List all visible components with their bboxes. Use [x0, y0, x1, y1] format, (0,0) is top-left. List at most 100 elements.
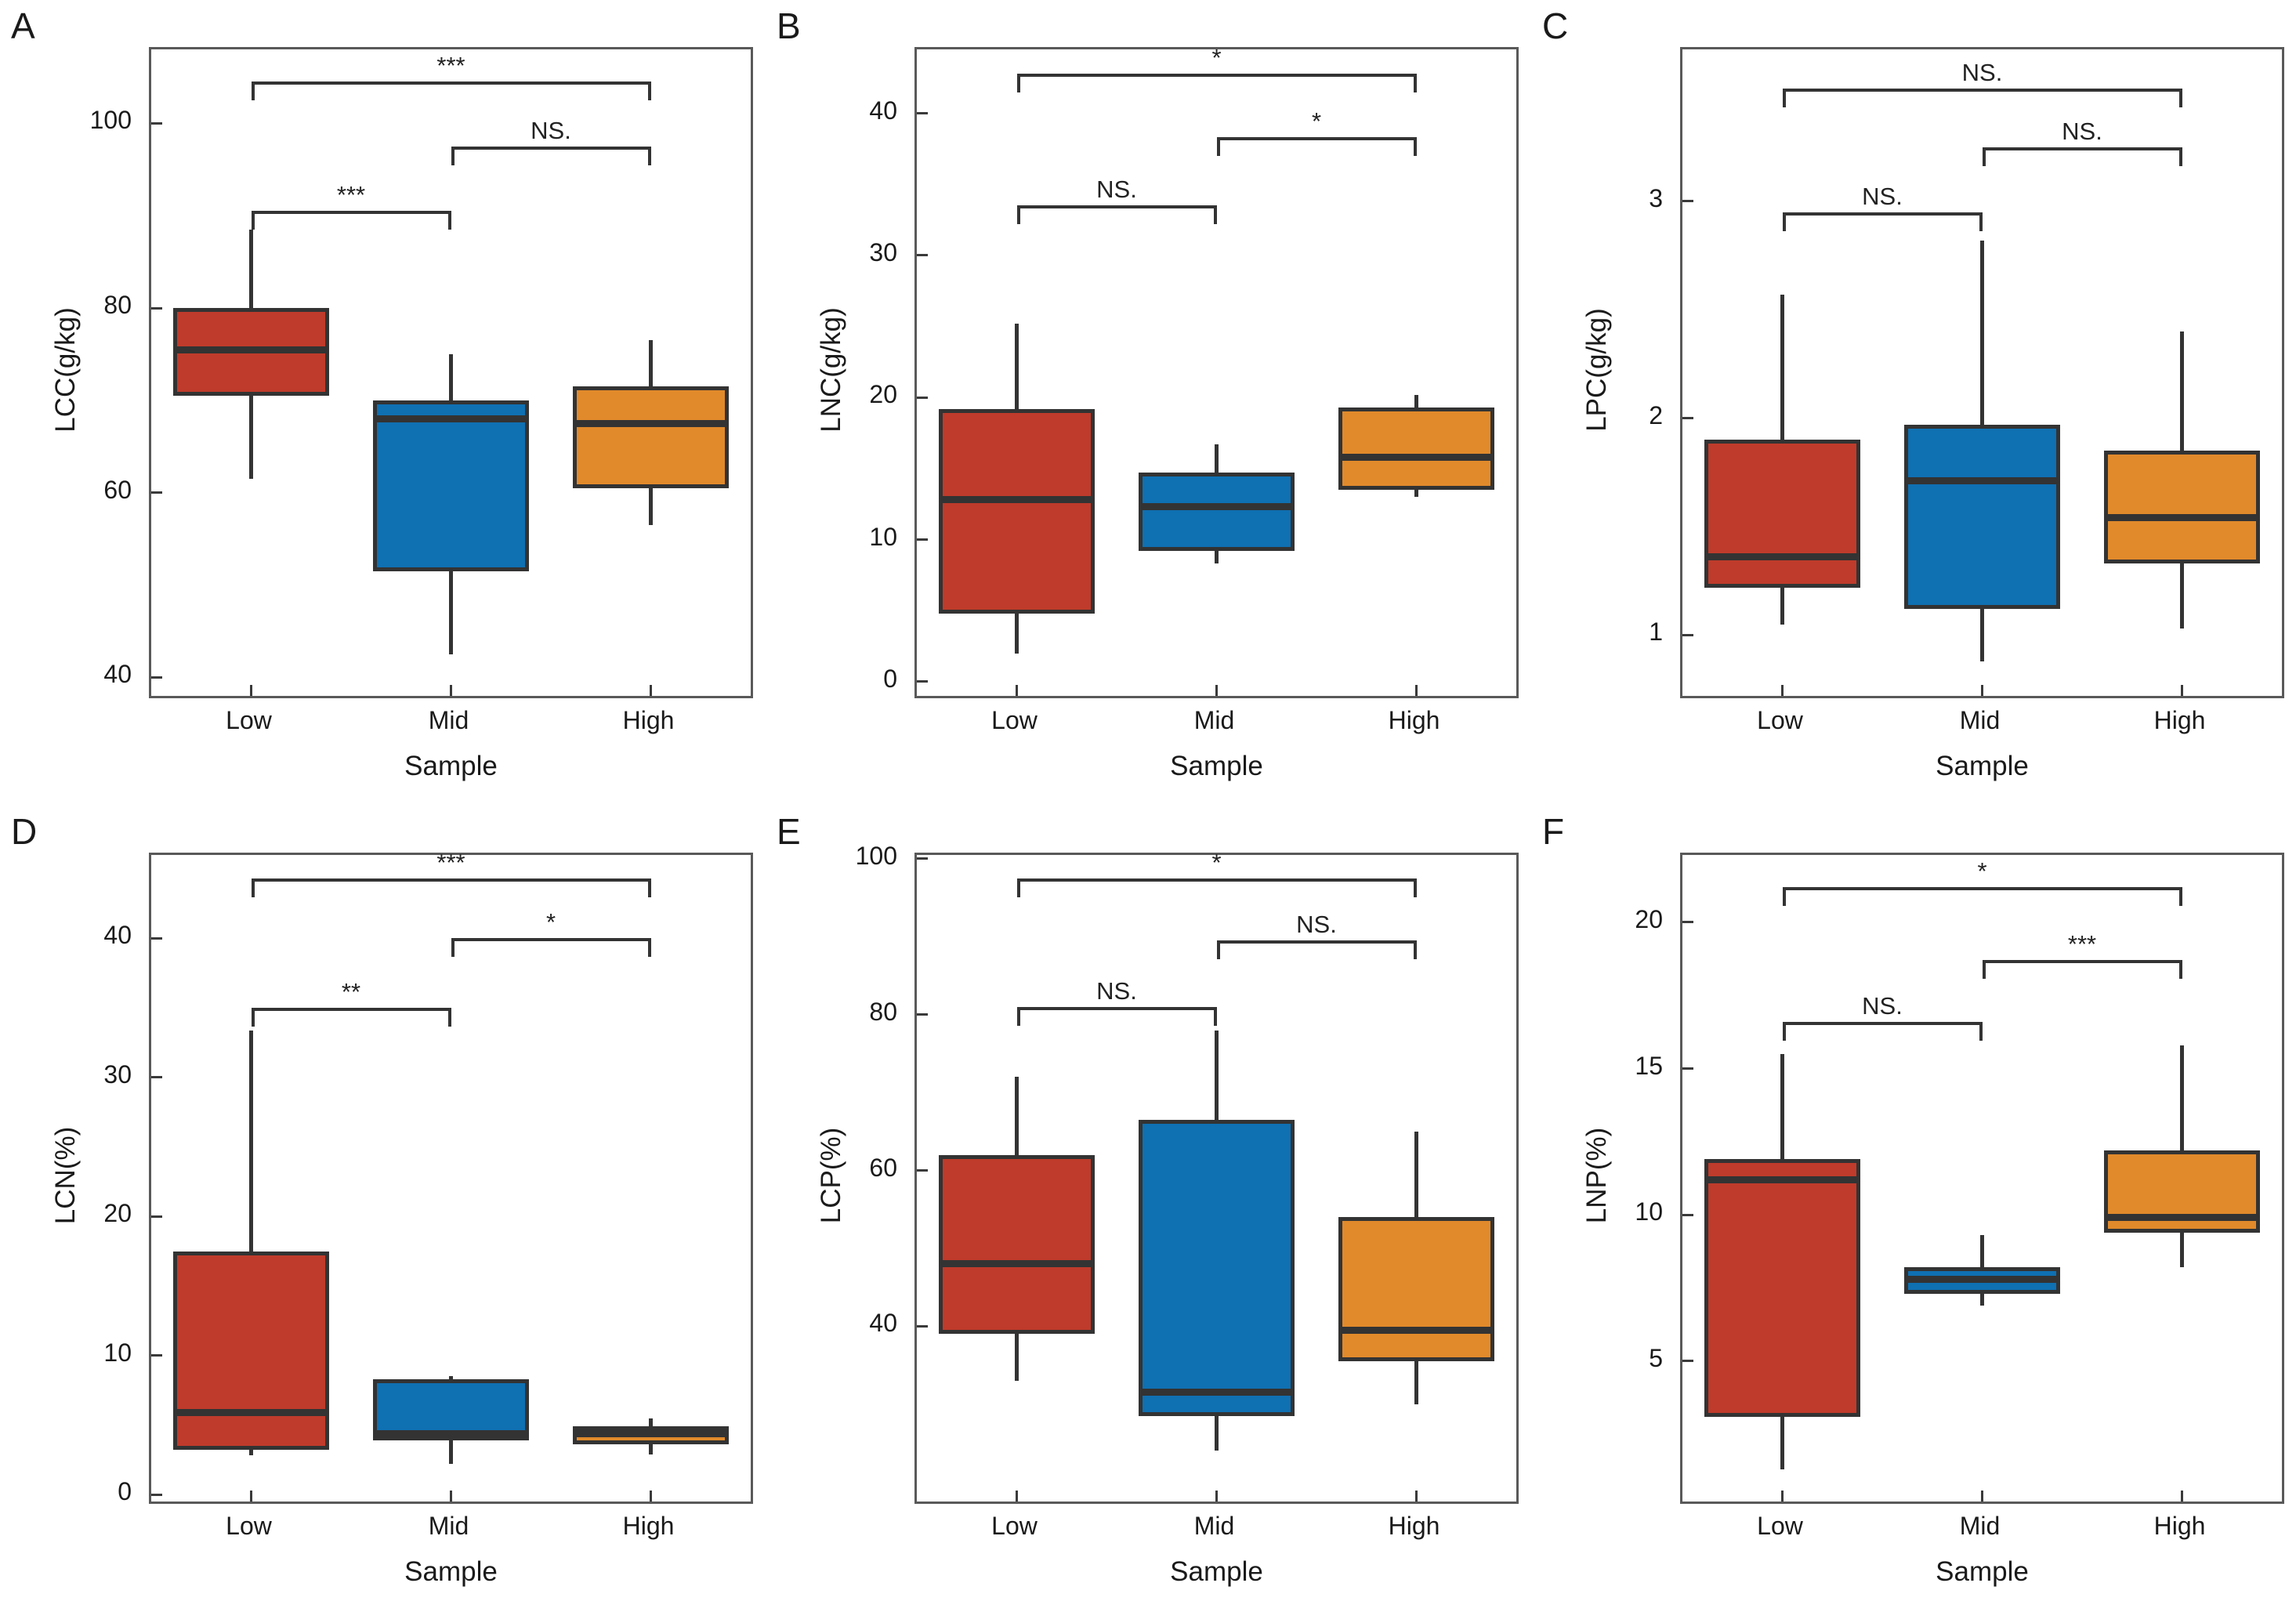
y-tick-label: 60: [869, 1153, 897, 1182]
y-tick-mark: [151, 1215, 162, 1218]
x-tick-mark: [1415, 1491, 1418, 1502]
x-tick-label: Mid: [428, 1512, 469, 1540]
upper-whisker: [449, 353, 453, 400]
lower-whisker: [1780, 587, 1784, 625]
panel-F: F LNP(%) NS. *** * Sample 5 10 15 20 Low Mid Hig…: [1531, 806, 2296, 1612]
x-tick-label: Low: [991, 1512, 1038, 1540]
median-line: [373, 415, 529, 422]
x-tick-mark: [450, 685, 452, 696]
x-tick-label: High: [1388, 706, 1440, 734]
box-mid: [1139, 473, 1295, 552]
y-tick-label: 1: [1649, 618, 1663, 647]
panel-A: A LCC(g/kg) *** NS. *** Sample 40 60 80 100 Lo…: [0, 0, 766, 806]
significance-label: *: [1311, 107, 1322, 136]
significance-label: NS.: [1862, 991, 1903, 1020]
significance-bracket-low-high: [1016, 878, 1417, 897]
significance-bracket-low-mid: [251, 211, 451, 230]
y-tick-mark: [1682, 200, 1693, 203]
upper-whisker: [2180, 1045, 2184, 1151]
upper-whisker: [649, 1418, 653, 1427]
box-low: [1704, 440, 1860, 588]
y-tick-label: 3: [1649, 183, 1663, 212]
box-mid: [1139, 1119, 1295, 1416]
x-tick-label: Low: [1757, 1512, 1803, 1540]
box-low: [173, 1251, 329, 1451]
x-tick-mark: [1415, 685, 1418, 696]
panel-C-x-axis-label: Sample: [1936, 751, 2029, 781]
x-tick-label: Mid: [1193, 1512, 1235, 1540]
y-tick-label: 80: [103, 291, 132, 319]
x-tick-label: Mid: [1959, 706, 2001, 734]
significance-bracket-low-mid: [251, 1008, 451, 1027]
y-tick-label: 40: [103, 660, 132, 689]
y-tick-mark: [917, 680, 928, 683]
panel-F-letter: F: [1542, 811, 1565, 852]
significance-bracket-low-mid: [1016, 1006, 1217, 1026]
y-tick-mark: [1682, 1360, 1693, 1363]
median-line: [939, 1260, 1095, 1268]
significance-label: ***: [336, 181, 366, 209]
significance-label: NS.: [2062, 117, 2102, 145]
significance-label: NS.: [531, 116, 571, 144]
y-tick-label: 40: [869, 1309, 897, 1338]
upper-whisker: [1015, 1077, 1019, 1155]
y-tick-mark: [917, 857, 928, 860]
y-tick-label: 2: [1649, 400, 1663, 429]
lower-whisker: [649, 1444, 653, 1454]
significance-label: *: [1211, 43, 1222, 71]
y-tick-label: 15: [1635, 1051, 1663, 1080]
y-tick-label: 0: [118, 1477, 132, 1506]
x-tick-label: Low: [1757, 706, 1803, 734]
x-tick-label: High: [2153, 706, 2206, 734]
lower-whisker: [2180, 563, 2184, 629]
significance-bracket-low-high: [251, 878, 651, 898]
upper-whisker: [449, 1376, 453, 1379]
y-tick-label: 20: [869, 380, 897, 409]
significance-bracket-mid-high: [451, 938, 651, 958]
y-tick-mark: [917, 538, 928, 542]
box-high: [1338, 1217, 1494, 1362]
x-tick-mark: [1215, 685, 1218, 696]
lower-whisker: [1414, 1361, 1418, 1404]
panel-D-x-axis-label: Sample: [404, 1556, 498, 1587]
panel-D: D LCN(%) ** * *** Sample 0 10 20 30 40 Low Mid Hi…: [0, 806, 766, 1612]
panel-E-plot-area: NS. NS. *: [914, 849, 1519, 1504]
median-line: [373, 1429, 529, 1437]
panel-B-y-axis-label: LNC(g/kg): [816, 307, 846, 433]
y-tick-mark: [917, 1169, 928, 1172]
panel-B-x-axis-label: Sample: [1170, 751, 1263, 781]
upper-whisker: [249, 1030, 253, 1252]
significance-label: NS.: [1096, 976, 1137, 1005]
panel-F-plot-area: NS. *** *: [1680, 853, 2284, 1504]
lower-whisker: [1414, 490, 1418, 498]
y-tick-mark: [151, 121, 162, 125]
lower-whisker: [1015, 1334, 1019, 1381]
median-line: [573, 419, 729, 427]
y-tick-label: 10: [103, 1338, 132, 1367]
y-tick-mark: [151, 1493, 162, 1496]
panel-F-x-axis-label: Sample: [1936, 1556, 2029, 1587]
median-line: [2104, 514, 2260, 522]
panel-D-letter: D: [11, 811, 38, 852]
x-tick-mark: [1781, 685, 1784, 696]
median-line: [1904, 1275, 2060, 1283]
upper-whisker: [1980, 1235, 1984, 1268]
x-tick-label: High: [622, 706, 675, 734]
y-tick-label: 40: [869, 96, 897, 125]
lower-whisker: [249, 395, 253, 480]
x-tick-mark: [1016, 1491, 1018, 1502]
median-line: [1338, 453, 1494, 461]
x-tick-mark: [1215, 1491, 1218, 1502]
significance-label: *: [545, 908, 556, 936]
lower-whisker: [2180, 1232, 2184, 1268]
box-high: [2104, 451, 2260, 564]
y-tick-label: 30: [103, 1060, 132, 1089]
y-tick-label: 40: [103, 921, 132, 950]
y-tick-label: 5: [1649, 1343, 1663, 1372]
x-tick-label: High: [1388, 1512, 1440, 1540]
upper-whisker: [1780, 1053, 1784, 1160]
box-low: [1704, 1159, 1860, 1417]
x-tick-label: High: [622, 1512, 675, 1540]
significance-label: *: [1977, 857, 1987, 886]
y-tick-mark: [151, 1354, 162, 1357]
